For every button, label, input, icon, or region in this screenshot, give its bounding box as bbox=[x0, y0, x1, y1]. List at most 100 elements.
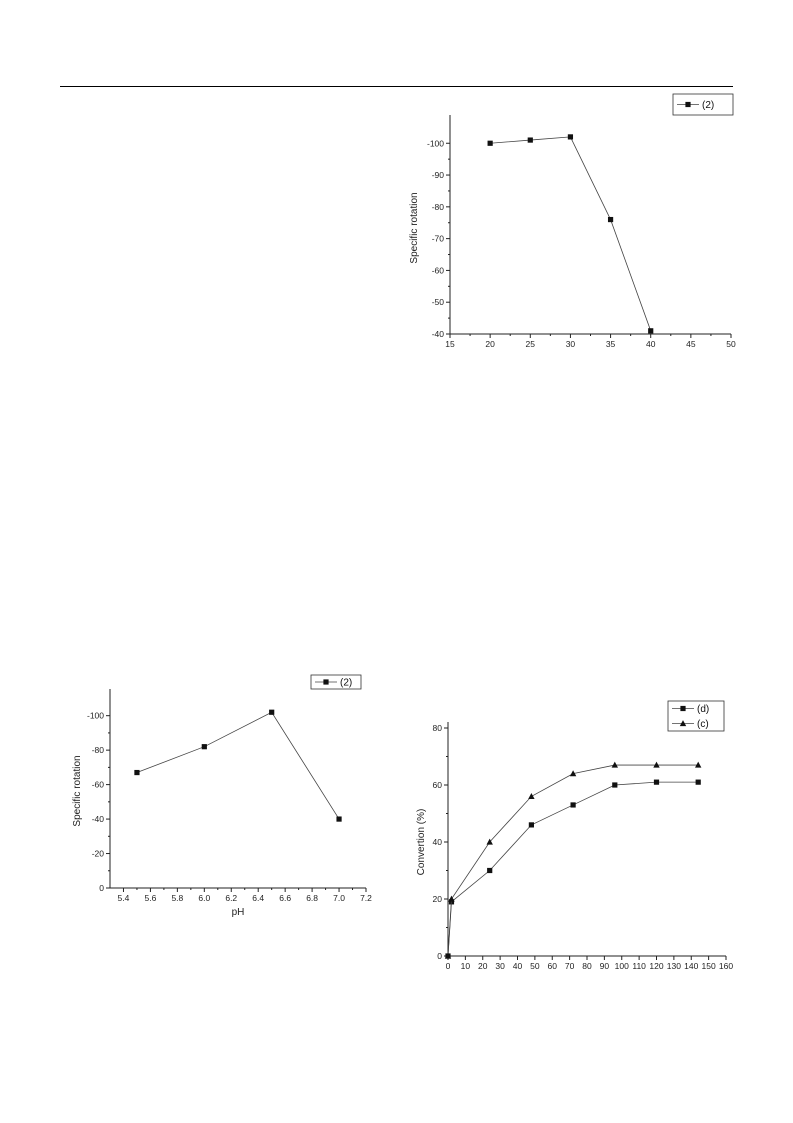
y-axis-title: Convertion (%) bbox=[416, 809, 427, 876]
series-line bbox=[490, 136, 652, 331]
legend-marker bbox=[685, 101, 691, 108]
y-tick-label: 0 bbox=[437, 951, 442, 961]
x-tick-label: 6.8 bbox=[306, 893, 318, 903]
x-tick-label: 5.8 bbox=[171, 893, 183, 903]
x-tick-label: 70 bbox=[565, 961, 575, 971]
data-point bbox=[487, 140, 493, 146]
data-point bbox=[528, 793, 535, 799]
x-tick-label: 80 bbox=[582, 961, 592, 971]
x-tick-label: 40 bbox=[513, 961, 523, 971]
data-point bbox=[570, 802, 576, 808]
series-line bbox=[136, 711, 340, 820]
temperature-chart: -40 -50 -60 -70 -80 -90 -100 15 20 25 30 35 40 45 50 Sp… bbox=[405, 92, 737, 366]
x-tick-label: 30 bbox=[566, 339, 576, 349]
data-point bbox=[611, 761, 618, 768]
y-tick-label: -100 bbox=[427, 138, 444, 148]
legend-label: (2) bbox=[340, 678, 352, 689]
conversion-chart-svg: 0 20 40 60 80 0 10 20 30 40 50 60 70 80 90 100 110 120 130… bbox=[416, 700, 733, 971]
legend-box bbox=[672, 93, 734, 116]
y-tick-label: -100 bbox=[87, 711, 104, 721]
y-axis-title: Specific rotation bbox=[409, 192, 420, 263]
data-point bbox=[486, 838, 493, 845]
data-point bbox=[487, 867, 493, 874]
x-tick-label: 20 bbox=[478, 961, 488, 971]
legend-marker bbox=[680, 705, 686, 712]
x-tick-label: 30 bbox=[495, 961, 505, 971]
y-tick-label: 20 bbox=[433, 894, 443, 904]
data-point bbox=[528, 822, 534, 828]
data-point bbox=[201, 744, 207, 750]
y-axis-title: Specific rotation bbox=[72, 755, 83, 826]
ph-chart: 0 -20 -40 -60 -80 -100 5.4 5.6 5.8 6.0 6.2 6.4 6.6 6.… bbox=[68, 666, 380, 920]
y-tick-label: -20 bbox=[92, 849, 105, 859]
x-tick-label: 90 bbox=[600, 961, 610, 971]
data-point bbox=[695, 779, 701, 785]
x-tick-label: 60 bbox=[548, 961, 558, 971]
y-tick-label: -80 bbox=[432, 202, 445, 212]
x-tick-label: 6.0 bbox=[198, 893, 210, 903]
y-tick-label: 0 bbox=[99, 883, 104, 893]
x-tick-label: 35 bbox=[606, 339, 616, 349]
series-line bbox=[447, 764, 699, 957]
x-tick-label: 6.4 bbox=[252, 893, 264, 903]
y-tick-label: -60 bbox=[432, 265, 445, 275]
data-point bbox=[527, 137, 533, 143]
y-tick-label: -40 bbox=[432, 329, 445, 339]
ph-chart-svg: 0 -20 -40 -60 -80 -100 5.4 5.6 5.8 6.0 6.2 6.4 6.6 6.… bbox=[72, 674, 372, 918]
x-tick-label: 0 bbox=[446, 961, 451, 971]
data-point bbox=[607, 216, 614, 223]
x-tick-label: 5.4 bbox=[118, 893, 130, 903]
x-tick-label: 15 bbox=[445, 339, 455, 349]
x-tick-label: 20 bbox=[485, 339, 495, 349]
legend-marker bbox=[323, 679, 329, 685]
series-line bbox=[447, 781, 699, 957]
y-tick-label: -90 bbox=[432, 170, 445, 180]
x-tick-label: 6.6 bbox=[279, 893, 291, 903]
legend-label: (d) bbox=[697, 704, 709, 715]
legend-label: (2) bbox=[702, 100, 714, 111]
y-tick-label: -60 bbox=[92, 780, 105, 790]
x-tick-label: 120 bbox=[649, 961, 663, 971]
y-tick-label: -40 bbox=[92, 814, 105, 824]
y-tick-label: -80 bbox=[92, 745, 105, 755]
data-point bbox=[695, 761, 702, 768]
y-tick-label: -70 bbox=[432, 234, 445, 244]
x-tick-label: 40 bbox=[646, 339, 656, 349]
x-tick-label: 6.2 bbox=[225, 893, 237, 903]
data-point bbox=[653, 761, 660, 768]
data-point bbox=[567, 134, 574, 140]
data-point bbox=[612, 782, 618, 788]
x-tick-label: 140 bbox=[684, 961, 698, 971]
temperature-chart-svg: -40 -50 -60 -70 -80 -90 -100 15 20 25 30 35 40 45 50 Sp… bbox=[409, 93, 736, 349]
x-tick-label: 5.6 bbox=[145, 893, 157, 903]
data-point bbox=[336, 816, 342, 822]
header-rule bbox=[60, 86, 733, 87]
y-tick-label: 40 bbox=[433, 837, 443, 847]
legend-label: (c) bbox=[697, 719, 709, 730]
data-point bbox=[448, 895, 455, 902]
conversion-chart: 0 20 40 60 80 0 10 20 30 40 50 60 70 80 90 100 110 120 130… bbox=[408, 694, 738, 990]
x-tick-label: 100 bbox=[615, 961, 629, 971]
data-point bbox=[444, 952, 452, 959]
x-tick-label: 50 bbox=[530, 961, 540, 971]
x-tick-label: 45 bbox=[686, 339, 696, 349]
x-tick-label: 130 bbox=[667, 961, 681, 971]
x-tick-label: 7.2 bbox=[360, 893, 372, 903]
x-tick-label: 50 bbox=[726, 339, 736, 349]
legend-marker bbox=[679, 720, 687, 727]
data-point bbox=[269, 709, 275, 715]
x-tick-label: 110 bbox=[632, 961, 646, 971]
y-tick-label: -50 bbox=[432, 297, 445, 307]
data-point bbox=[648, 328, 654, 334]
y-tick-label: 60 bbox=[433, 780, 443, 790]
legend-box bbox=[667, 700, 725, 732]
data-point bbox=[569, 770, 577, 777]
x-tick-label: 150 bbox=[702, 961, 716, 971]
y-tick-label: 80 bbox=[433, 723, 443, 733]
x-tick-label: 25 bbox=[526, 339, 536, 349]
data-point bbox=[134, 769, 140, 776]
x-axis-title: pH bbox=[232, 907, 245, 918]
data-point bbox=[653, 779, 660, 785]
x-tick-label: 7.0 bbox=[333, 893, 345, 903]
x-tick-label: 10 bbox=[461, 961, 471, 971]
